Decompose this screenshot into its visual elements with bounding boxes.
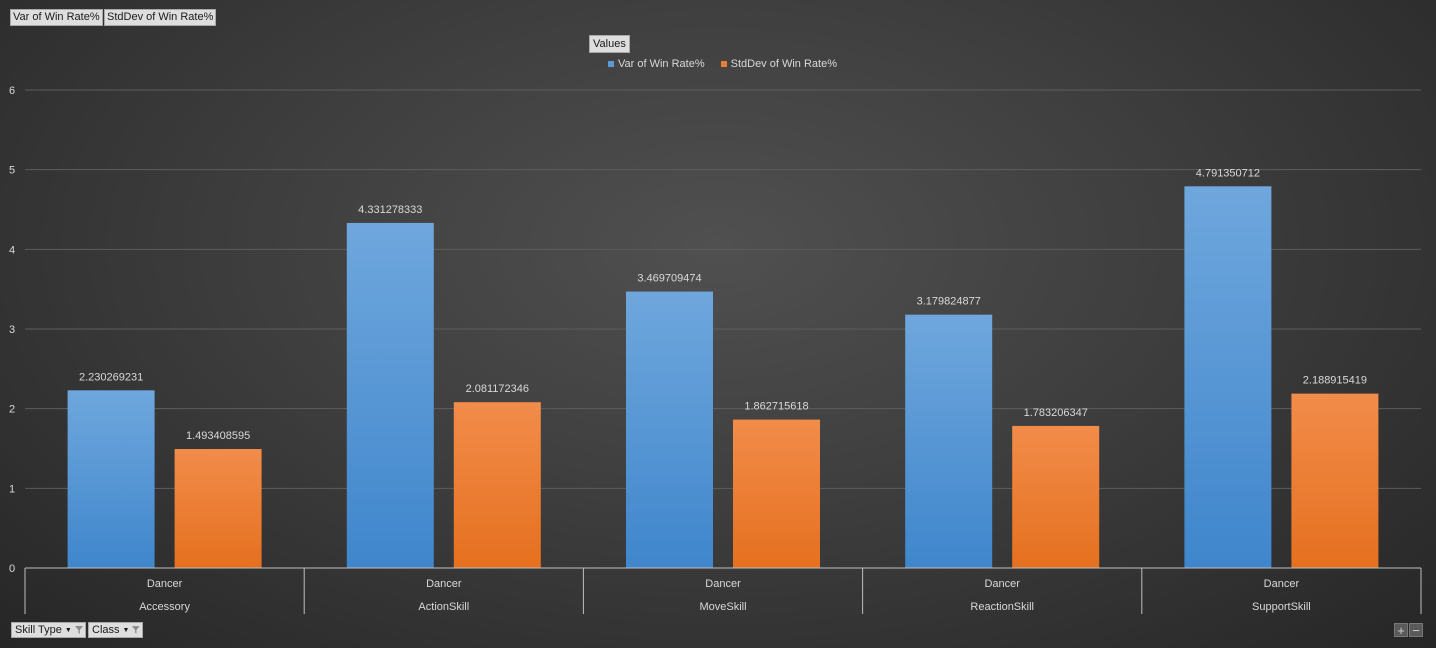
legend-item-stdev[interactable]: StdDev of Win Rate%: [720, 58, 837, 70]
y-tick-label: 5: [9, 165, 15, 177]
data-label: 3.179824877: [917, 296, 981, 308]
x-category-label: ActionSkill: [418, 601, 469, 613]
value-button-var[interactable]: Var of Win Rate%: [10, 9, 103, 26]
x-category-label: Accessory: [139, 601, 190, 613]
data-label: 2.188915419: [1303, 375, 1367, 387]
bar[interactable]: [453, 402, 541, 568]
value-button-stdev[interactable]: StdDev of Win Rate%: [104, 9, 217, 26]
legend-swatch-stdev: [720, 61, 727, 67]
bar[interactable]: [626, 291, 713, 568]
data-label: 3.469709474: [637, 273, 701, 285]
bar[interactable]: [174, 449, 262, 568]
y-tick-label: 0: [9, 563, 15, 575]
x-category-label: ReactionSkill: [970, 601, 1034, 613]
collapse-field-button[interactable]: −: [1409, 623, 1423, 637]
bar[interactable]: [733, 419, 820, 568]
y-tick-label: 3: [9, 324, 15, 336]
x-subcategory-label: Dancer: [426, 578, 462, 590]
legend-item-var[interactable]: Var of Win Rate%: [608, 58, 705, 70]
legend-label-stdev: StdDev of Win Rate%: [730, 58, 837, 70]
bar[interactable]: [1291, 393, 1379, 568]
x-category-label: MoveSkill: [699, 601, 746, 613]
data-labels: 2.230269231 1.493408595 4.331278333 2.08117…: [79, 167, 1367, 442]
data-label: 2.230269231: [79, 371, 143, 383]
y-axis: 0 1 2 3 4 5 6: [9, 85, 15, 575]
bar[interactable]: [1012, 425, 1100, 568]
data-label: 2.081172346: [466, 383, 529, 395]
legend-label-var: Var of Win Rate%: [618, 58, 705, 70]
legend-swatch-var: [608, 61, 614, 67]
x-subcategory-label: Dancer: [984, 578, 1020, 590]
bar[interactable]: [346, 222, 434, 568]
skill-type-filter-button[interactable]: Skill Type ▼: [11, 622, 86, 638]
data-label: 1.862715618: [744, 401, 808, 413]
filter-icon: [74, 625, 83, 635]
x-subcategory-label: Dancer: [1264, 578, 1300, 590]
legend: Var of Win Rate% StdDev of Win Rate%: [608, 58, 837, 70]
class-filter-button[interactable]: Class ▼: [88, 622, 143, 638]
y-tick-label: 6: [9, 85, 15, 97]
x-subcategory-label: Dancer: [147, 578, 183, 590]
bars: [67, 186, 1379, 568]
y-tick-label: 2: [9, 404, 15, 416]
data-label: 4.791350712: [1196, 167, 1260, 179]
dropdown-arrow-icon: ▼: [122, 626, 130, 634]
expand-field-button[interactable]: +: [1394, 623, 1408, 637]
bar[interactable]: [67, 390, 155, 568]
skill-type-label: Skill Type: [15, 624, 62, 636]
data-label: 1.493408595: [186, 430, 250, 442]
data-label: 1.783206347: [1024, 407, 1088, 419]
y-tick-label: 1: [9, 483, 15, 495]
x-category-label: SupportSkill: [1252, 601, 1311, 613]
dropdown-arrow-icon: ▼: [64, 626, 72, 634]
x-axis: Dancer Accessory Dancer ActionSkill Dancer Mo…: [24, 567, 1422, 614]
legend-title-button[interactable]: Values: [589, 35, 630, 53]
bar[interactable]: [1184, 186, 1272, 568]
bar[interactable]: [905, 314, 993, 568]
data-label: 4.331278333: [358, 204, 422, 216]
y-tick-label: 4: [9, 244, 15, 256]
class-label: Class: [92, 624, 120, 636]
x-subcategory-label: Dancer: [705, 578, 741, 590]
filter-icon: [132, 626, 141, 634]
